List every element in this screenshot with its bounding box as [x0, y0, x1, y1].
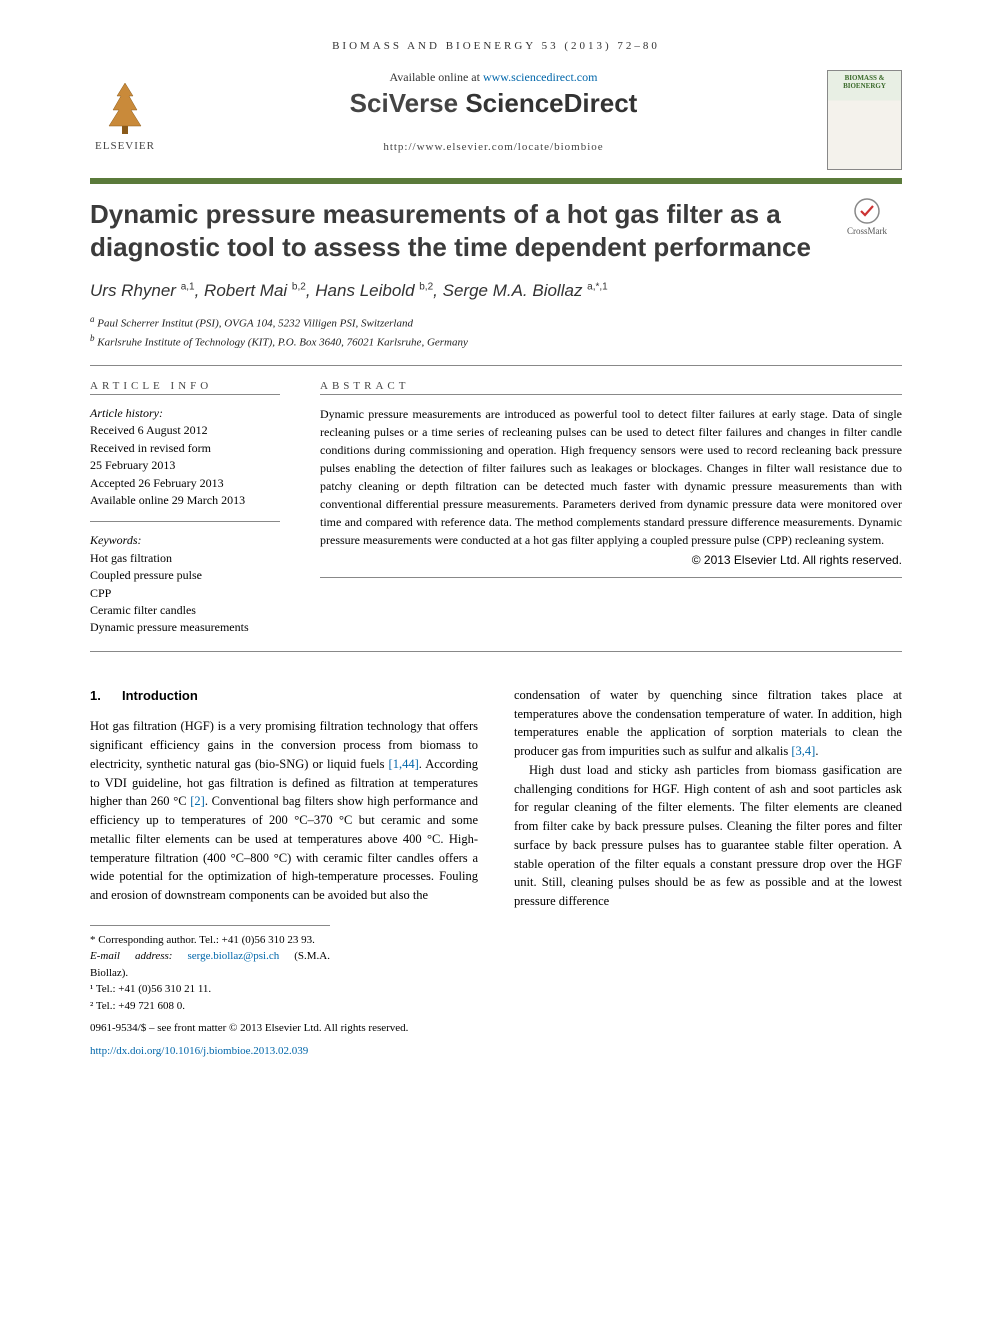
footnotes: * Corresponding author. Tel.: +41 (0)56 …	[90, 925, 330, 1015]
sciencedirect-url-link[interactable]: www.sciencedirect.com	[483, 70, 598, 84]
divider	[90, 365, 902, 366]
available-prefix: Available online at	[390, 70, 483, 84]
article-title: Dynamic pressure measurements of a hot g…	[90, 198, 826, 263]
author: Serge M.A. Biollaz a,*,1	[443, 281, 608, 300]
abstract-head: ABSTRACT	[320, 380, 902, 392]
paragraph: Hot gas filtration (HGF) is a very promi…	[90, 717, 478, 905]
sd-brand-name: ScienceDirect	[465, 88, 637, 118]
running-head: BIOMASS AND BIOENERGY 53 (2013) 72–80	[90, 40, 902, 52]
sd-brand-prefix: SciVerse	[350, 88, 466, 118]
body-columns: 1.Introduction Hot gas filtration (HGF) …	[90, 686, 902, 1060]
available-online-line: Available online at www.sciencedirect.co…	[174, 70, 813, 85]
history-line: Received in revised form	[90, 440, 280, 457]
doi-link[interactable]: http://dx.doi.org/10.1016/j.biombioe.201…	[90, 1045, 308, 1057]
history-line: Available online 29 March 2013	[90, 492, 280, 509]
section-number: 1.	[90, 686, 122, 706]
affiliations: a Paul Scherrer Institut (PSI), OVGA 104…	[90, 313, 902, 351]
crossmark-badge[interactable]: CrossMark	[832, 198, 902, 236]
citation-link[interactable]: [2]	[190, 794, 205, 808]
mini-divider	[320, 394, 902, 395]
author-sup: b,2	[292, 281, 306, 292]
mini-divider	[90, 394, 280, 395]
history-label: Article history:	[90, 405, 280, 422]
author: Urs Rhyner a,1	[90, 281, 195, 300]
history-line: 25 February 2013	[90, 457, 280, 474]
keyword: Dynamic pressure measurements	[90, 619, 280, 636]
citation-link[interactable]: [3,4]	[791, 744, 815, 758]
crossmark-icon	[854, 198, 880, 224]
sciencedirect-logo: SciVerse ScienceDirect	[174, 88, 813, 119]
abstract-text: Dynamic pressure measurements are introd…	[320, 405, 902, 549]
keyword: CPP	[90, 585, 280, 602]
citation-link[interactable]: [1,44]	[389, 757, 419, 771]
author: Robert Mai b,2	[204, 281, 306, 300]
section-heading: 1.Introduction	[90, 686, 478, 706]
mini-divider	[320, 577, 902, 578]
section-title: Introduction	[122, 688, 198, 703]
author-sup: a,1	[181, 281, 195, 292]
email-label: E-mail address:	[90, 950, 187, 962]
elsevier-logo: ELSEVIER	[90, 70, 160, 152]
journal-cover-thumbnail: BIOMASS & BIOENERGY	[827, 70, 902, 170]
abstract-copyright: © 2013 Elsevier Ltd. All rights reserved…	[320, 553, 902, 567]
crossmark-label: CrossMark	[832, 226, 902, 236]
mini-divider	[90, 521, 280, 522]
email-link[interactable]: serge.biollaz@psi.ch	[187, 950, 279, 962]
paragraph: condensation of water by quenching since…	[514, 686, 902, 911]
keyword: Coupled pressure pulse	[90, 567, 280, 584]
doi-line: http://dx.doi.org/10.1016/j.biombioe.201…	[90, 1043, 478, 1060]
keywords-label: Keywords:	[90, 532, 280, 549]
history-line: Received 6 August 2012	[90, 422, 280, 439]
article-info-column: ARTICLE INFO Article history: Received 6…	[90, 380, 280, 637]
accent-bar	[90, 178, 902, 184]
front-matter-line: 0961-9534/$ – see front matter © 2013 El…	[90, 1020, 478, 1037]
author-sup: a,*,1	[587, 281, 608, 292]
tree-icon	[95, 78, 155, 138]
email-line: E-mail address: serge.biollaz@psi.ch (S.…	[90, 948, 330, 981]
locate-url: http://www.elsevier.com/locate/biombioe	[174, 141, 813, 153]
keyword-lines: Hot gas filtrationCoupled pressure pulse…	[90, 550, 280, 637]
body-col-left: 1.Introduction Hot gas filtration (HGF) …	[90, 686, 478, 1060]
footnote-tel-1: ¹ Tel.: +41 (0)56 310 21 11.	[90, 981, 330, 998]
affiliation: b Karlsruhe Institute of Technology (KIT…	[90, 332, 902, 351]
history-lines: Received 6 August 2012Received in revise…	[90, 422, 280, 509]
article-info-head: ARTICLE INFO	[90, 380, 280, 392]
keyword: Ceramic filter candles	[90, 602, 280, 619]
footnote-tel-2: ² Tel.: +49 721 608 0.	[90, 998, 330, 1015]
abstract-column: ABSTRACT Dynamic pressure measurements a…	[320, 380, 902, 637]
body-col-right: condensation of water by quenching since…	[514, 686, 902, 1060]
elsevier-label: ELSEVIER	[95, 140, 155, 152]
keyword: Hot gas filtration	[90, 550, 280, 567]
corresponding-author: * Corresponding author. Tel.: +41 (0)56 …	[90, 932, 330, 949]
journal-thumb-title: BIOMASS & BIOENERGY	[831, 74, 898, 90]
masthead: ELSEVIER Available online at www.science…	[90, 70, 902, 170]
authors-line: Urs Rhyner a,1, Robert Mai b,2, Hans Lei…	[90, 281, 902, 301]
history-line: Accepted 26 February 2013	[90, 475, 280, 492]
divider	[90, 651, 902, 652]
affiliation: a Paul Scherrer Institut (PSI), OVGA 104…	[90, 313, 902, 332]
author-sup: b,2	[419, 281, 433, 292]
author: Hans Leibold b,2	[315, 281, 433, 300]
